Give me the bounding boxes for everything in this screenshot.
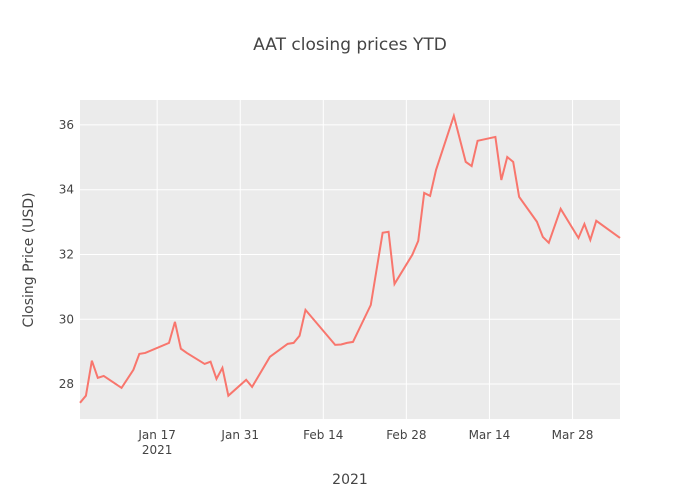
x-tick-label: Jan 17 2021 <box>137 428 176 457</box>
y-axis-title: Closing Price (USD) <box>21 192 37 327</box>
line <box>79 112 621 404</box>
y-tick-label: 32 <box>59 247 74 261</box>
x-axis-title: 2021 <box>332 472 368 488</box>
x-tick-label: Jan 31 <box>220 428 259 442</box>
x-tick-label: Mar 14 <box>469 428 511 442</box>
x-tick-label: Feb 14 <box>303 428 343 442</box>
chart-title: AAT closing prices YTD <box>253 35 447 55</box>
y-tick-label: 28 <box>59 377 74 391</box>
x-tick-label: Feb 28 <box>386 428 426 442</box>
plot-background <box>80 100 620 419</box>
y-tick-label: 30 <box>59 312 74 326</box>
y-tick-label: 36 <box>59 118 74 132</box>
x-tick-label: Mar 28 <box>552 428 594 442</box>
y-tick-label: 34 <box>59 183 74 197</box>
